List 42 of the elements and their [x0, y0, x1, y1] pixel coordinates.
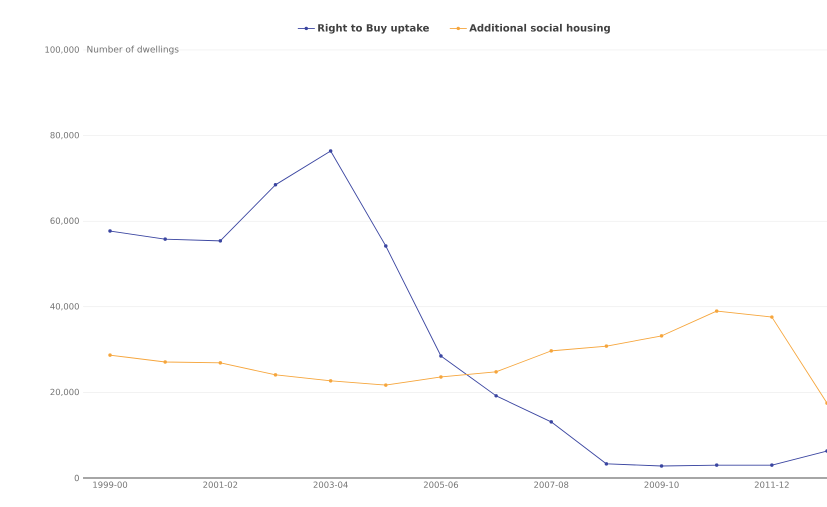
point — [439, 375, 443, 379]
point — [108, 229, 112, 233]
point — [714, 463, 718, 467]
point — [494, 394, 498, 398]
y-tick-label: 20,000 — [50, 388, 79, 396]
point — [274, 183, 278, 187]
y-tick-label: 60,000 — [50, 218, 79, 225]
x-tick-label: 1999-00 — [93, 482, 128, 488]
point — [550, 349, 553, 353]
y-tick-label: 0 — [74, 474, 79, 482]
point — [770, 315, 774, 319]
x-tick-label: 2005-06 — [424, 482, 458, 488]
y-tick-label: 100,000 — [45, 46, 79, 54]
point — [439, 354, 443, 358]
point — [660, 334, 664, 338]
x-tick-label: 2011-12 — [754, 482, 789, 488]
y-axis-title: Number of dwellings — [87, 46, 179, 54]
x-tick-label: 2003-04 — [314, 482, 348, 488]
point — [163, 360, 167, 364]
point — [604, 462, 608, 466]
x-tick-label: 2001-02 — [203, 482, 238, 488]
point — [218, 361, 222, 365]
point — [660, 464, 664, 468]
point — [328, 379, 332, 383]
point — [328, 149, 332, 153]
x-tick-label: 2007-08 — [534, 482, 568, 488]
point — [274, 373, 278, 377]
y-tick-label: 40,000 — [50, 303, 79, 310]
point — [163, 237, 167, 241]
point — [494, 370, 498, 374]
point — [384, 383, 388, 387]
point — [108, 353, 112, 357]
point — [770, 463, 774, 467]
x-tick-label: 2009-10 — [644, 482, 679, 488]
point — [218, 239, 222, 243]
y-tick-label: 80,000 — [50, 132, 79, 140]
point — [384, 244, 388, 248]
point — [550, 420, 553, 424]
point — [714, 309, 718, 313]
legend-label: Additional social housing — [469, 24, 610, 34]
point — [604, 344, 608, 348]
legend-label: Right to Buy uptake — [318, 24, 429, 34]
